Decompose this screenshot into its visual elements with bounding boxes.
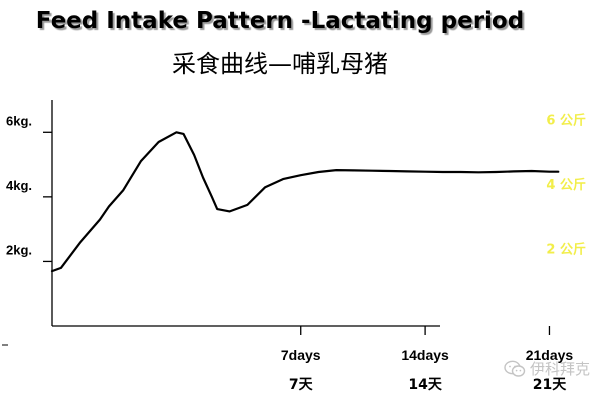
chart-axes — [2, 100, 551, 346]
y-tick-label: 4kg. — [6, 178, 32, 193]
chart-subtitle: 采食曲线—哺乳母猪 — [172, 50, 388, 78]
y-annotation-label: 2 公斤 — [546, 241, 586, 257]
x-tick-label: 7days — [281, 347, 321, 363]
y-annotation-label: 6 公斤 — [546, 112, 586, 128]
x-tick-label: 21days — [526, 347, 574, 363]
y-tick-label: 2kg. — [6, 242, 32, 257]
x-tick-label: 14days — [401, 347, 449, 363]
y-tick-label: 6kg. — [6, 113, 32, 128]
watermark-text: 伊科拜克 — [529, 360, 590, 378]
chart-series — [50, 131, 560, 273]
wechat-icon — [504, 360, 526, 377]
y-annotation-label: 4 公斤 — [546, 177, 586, 193]
series-line — [50, 131, 560, 273]
chart-title: Feed Intake Pattern -Lactating period — [35, 8, 525, 34]
x-tick-label-zh: 14天 — [408, 377, 442, 393]
x-tick-label-zh: 21天 — [533, 377, 567, 393]
watermark: 伊科拜克 — [504, 358, 590, 379]
x-tick-label-zh: 7天 — [289, 377, 314, 393]
chart-labels: 6kg. 4kg. 2kg. 6 公斤 4 公斤 2 公斤 7days 7天 14days 14天… — [6, 112, 586, 393]
